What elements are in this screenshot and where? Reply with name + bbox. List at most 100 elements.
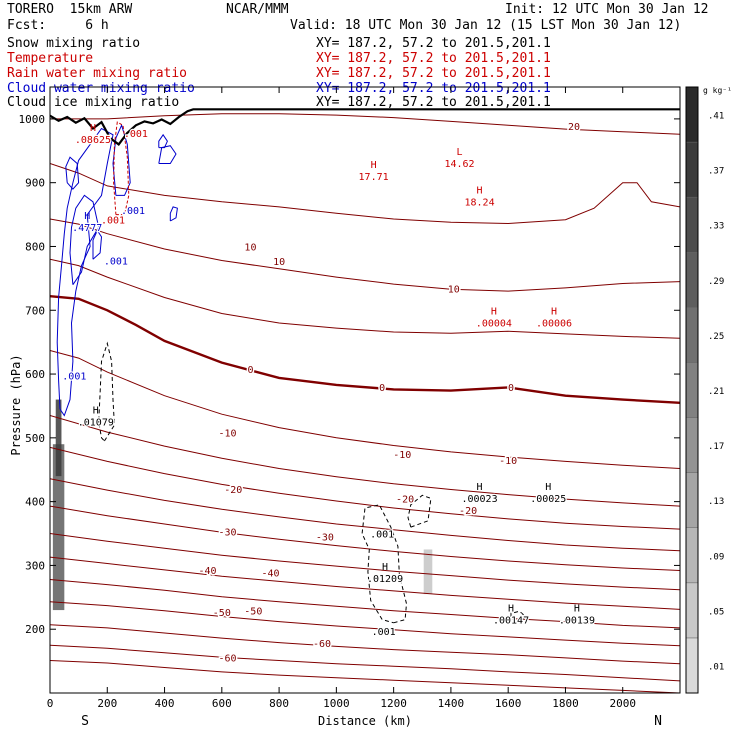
extremum-value-label: .08625 [75, 135, 111, 146]
colorbar-tick-label: .25 [708, 332, 724, 342]
temperature-contour-label: 20 [568, 122, 580, 133]
y-tick-label: 700 [25, 304, 45, 317]
temperature-contour [50, 660, 680, 693]
temperature-contour [50, 556, 680, 610]
colorbar-tick-label: .37 [708, 167, 724, 177]
colorbar-tick-label: .05 [708, 607, 724, 617]
cloud-water-contour [69, 194, 100, 285]
temperature-contour [50, 163, 680, 225]
temperature-contour-label: -10 [219, 429, 237, 440]
extremum-value-label: 18.24 [464, 197, 494, 208]
temperature-contour [50, 415, 680, 507]
forecast-hour: Fcst: 6 h [7, 18, 109, 33]
temperature-contour-label: -30 [219, 528, 237, 539]
terrain-line [50, 108, 680, 146]
extremum-marker: H [545, 482, 551, 493]
temperature-contour [50, 295, 680, 404]
temperature-contour [50, 579, 680, 629]
colorbar-tick-label: .01 [708, 662, 724, 672]
temperature-contour-label: 0 [379, 383, 385, 394]
extremum-value-label: 17.71 [359, 172, 389, 183]
temperature-contour-label: -60 [219, 653, 237, 664]
temperature-contour-label: 10 [244, 242, 256, 253]
colorbar-tick-label: .21 [708, 387, 724, 397]
colorbar-swatch [685, 362, 699, 418]
temperature-contour-label: -40 [261, 568, 279, 579]
extremum-value-label: .001 [101, 216, 125, 227]
plot-frame [49, 86, 681, 694]
y-tick-label: 200 [25, 623, 45, 636]
extremum-marker: H [477, 482, 483, 493]
colorbar-swatch [685, 527, 699, 584]
field-xy-cloud-ice: XY= 187.2, 57.2 to 201.5,201.1 [316, 95, 551, 110]
extremum-marker: H [382, 562, 388, 573]
temperature-contour-label: -20 [224, 485, 242, 496]
north-end-label: N [654, 714, 662, 729]
field-label-cloud-ice: Cloud ice mixing ratio [7, 95, 180, 110]
extremum-value-label: .001 [372, 627, 396, 638]
model-title: TORERO 15km ARW [7, 2, 133, 17]
snow-contour [510, 610, 527, 624]
cloud-water-contour [56, 127, 114, 417]
extremum-value-label: .001 [370, 530, 394, 541]
x-tick-label: 0 [47, 697, 54, 710]
extremum-marker: H [84, 211, 90, 222]
cloud-water-contour [169, 206, 178, 222]
south-end-label: S [81, 714, 89, 729]
temperature-contour [50, 601, 680, 647]
extremum-marker: H [551, 307, 557, 318]
field-xy-temperature: XY= 187.2, 57.2 to 201.5,201.1 [316, 51, 551, 66]
cloud-water-contour [65, 156, 80, 190]
y-tick-label: 800 [25, 240, 45, 253]
snow-shading-cell [55, 399, 62, 477]
temperature-contour-label: -20 [396, 494, 414, 505]
temperature-contour [50, 350, 680, 469]
extremum-value-label: .00023 [461, 494, 497, 505]
field-label-snow: Snow mixing ratio [7, 36, 141, 51]
y-tick-label: 600 [25, 368, 45, 381]
x-tick-label: 1200 [380, 697, 407, 710]
snow-contour [98, 341, 115, 442]
extremum-value-label: .00147 [493, 615, 529, 626]
colorbar-swatch [685, 582, 699, 639]
extremum-marker: H [90, 123, 96, 134]
colorbar-tick-label: .13 [708, 497, 724, 507]
cloud-water-contour [92, 229, 103, 260]
field-xy-snow: XY= 187.2, 57.2 to 201.5,201.1 [316, 36, 551, 51]
colorbar-swatch [685, 141, 699, 198]
temperature-contour [50, 533, 680, 591]
x-tick-label: 1400 [438, 697, 465, 710]
colorbar-tick-label: .41 [708, 112, 724, 122]
colorbar-swatch [685, 252, 699, 308]
cloud-water-contour [158, 145, 177, 164]
extremum-value-label: .00006 [536, 319, 572, 330]
field-label-rain: Rain water mixing ratio [7, 66, 188, 81]
colorbar-swatch [685, 637, 699, 694]
y-tick-label: 500 [25, 432, 45, 445]
field-xy-cloud-water: XY= 187.2, 57.2 to 201.5,201.1 [316, 81, 551, 96]
colorbar-tick-label: .29 [708, 277, 724, 287]
field-label-cloud-water: Cloud water mixing ratio [7, 81, 195, 96]
y-tick-label: 900 [25, 177, 45, 190]
colorbar-swatch [685, 417, 699, 473]
extremum-marker: L [456, 147, 462, 158]
x-axis-title: Distance (km) [318, 714, 412, 728]
colorbar-swatch [685, 472, 699, 528]
colorbar-swatch [685, 86, 699, 143]
rain-water-contour [113, 121, 130, 216]
temperature-contour-label: 0 [508, 383, 514, 394]
temperature-contour-label: -20 [459, 506, 477, 517]
temperature-contour-label: -40 [198, 566, 216, 577]
temperature-contour-label: 10 [273, 257, 285, 268]
extremum-value-label: .00025 [530, 494, 566, 505]
y-axis-title: Pressure (hPa) [9, 354, 23, 455]
x-tick-label: 200 [97, 697, 117, 710]
x-tick-label: 800 [269, 697, 289, 710]
temperature-contour-label: -10 [393, 450, 411, 461]
x-tick-label: 400 [155, 697, 175, 710]
colorbar-swatch [685, 196, 699, 253]
temperature-contour [50, 218, 680, 292]
temperature-contour-label: -30 [316, 533, 334, 544]
y-tick-label: 400 [25, 496, 45, 509]
